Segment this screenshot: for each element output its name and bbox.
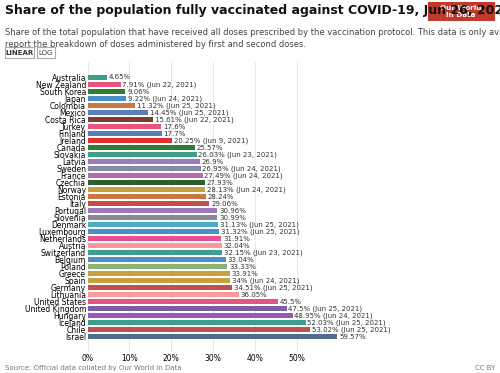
Text: 28.13% (Jun 24, 2021): 28.13% (Jun 24, 2021): [207, 186, 286, 193]
Text: 30.96%: 30.96%: [219, 207, 246, 213]
Text: 7.91% (Jun 22, 2021): 7.91% (Jun 22, 2021): [122, 81, 196, 88]
Bar: [88, 222, 218, 227]
Bar: [88, 236, 222, 241]
Bar: [88, 110, 148, 115]
Text: 28.24%: 28.24%: [208, 194, 234, 200]
Bar: [88, 82, 120, 87]
Text: Source: Official data collated by Our World in Data: Source: Official data collated by Our Wo…: [5, 365, 182, 371]
Text: 52.03% (Jun 25, 2021): 52.03% (Jun 25, 2021): [308, 319, 386, 326]
Text: 53.02% (Jun 25, 2021): 53.02% (Jun 25, 2021): [312, 326, 390, 333]
Bar: [88, 257, 226, 262]
Bar: [88, 306, 286, 311]
Bar: [88, 215, 218, 220]
Text: 27.49% (Jun 24, 2021): 27.49% (Jun 24, 2021): [204, 172, 283, 179]
Text: 48.95% (Jun 24, 2021): 48.95% (Jun 24, 2021): [294, 312, 373, 319]
Text: 32.15% (Jun 23, 2021): 32.15% (Jun 23, 2021): [224, 249, 303, 256]
Bar: [88, 75, 107, 80]
Text: 20.25% (Jun 9, 2021): 20.25% (Jun 9, 2021): [174, 137, 248, 144]
Text: 26.9%: 26.9%: [202, 159, 224, 164]
Text: LINEAR: LINEAR: [6, 50, 34, 56]
Text: 25.57%: 25.57%: [196, 144, 223, 151]
Bar: [88, 243, 222, 248]
Bar: [88, 180, 204, 185]
Text: 9.06%: 9.06%: [127, 88, 150, 94]
Text: 26.03% (Jun 23, 2021): 26.03% (Jun 23, 2021): [198, 151, 277, 158]
Text: Our World
in Data: Our World in Data: [440, 5, 482, 18]
Bar: [88, 159, 200, 164]
Bar: [88, 334, 338, 339]
Text: 31.91%: 31.91%: [223, 235, 250, 242]
Bar: [88, 138, 172, 143]
Text: 33.33%: 33.33%: [229, 263, 256, 270]
Bar: [88, 173, 203, 178]
Text: 32.04%: 32.04%: [224, 242, 250, 248]
Bar: [88, 201, 210, 206]
Text: Share of the population fully vaccinated against COVID-19, Jun 26, 2021: Share of the population fully vaccinated…: [5, 4, 500, 17]
Bar: [88, 96, 126, 101]
Bar: [88, 131, 162, 136]
Bar: [88, 89, 126, 94]
Text: 17.6%: 17.6%: [163, 123, 186, 129]
Text: LOG: LOG: [38, 50, 53, 56]
Text: Share of the total population that have received all doses prescribed by the vac: Share of the total population that have …: [5, 28, 500, 49]
Text: 29.06%: 29.06%: [211, 201, 238, 207]
Bar: [88, 278, 230, 283]
Text: 31.32% (Jun 25, 2021): 31.32% (Jun 25, 2021): [220, 228, 300, 235]
Text: CC BY: CC BY: [474, 365, 495, 371]
Bar: [88, 194, 206, 199]
Bar: [88, 124, 162, 129]
Bar: [88, 250, 222, 255]
Bar: [88, 271, 230, 276]
Bar: [88, 145, 194, 150]
Bar: [88, 313, 293, 318]
Text: 47.5% (Jun 25, 2021): 47.5% (Jun 25, 2021): [288, 305, 362, 312]
Text: 34% (Jun 24, 2021): 34% (Jun 24, 2021): [232, 277, 300, 284]
Bar: [88, 285, 232, 290]
Text: 31.13% (Jun 25, 2021): 31.13% (Jun 25, 2021): [220, 221, 298, 228]
Text: 59.57%: 59.57%: [339, 333, 365, 339]
Bar: [88, 299, 278, 304]
Text: 45.5%: 45.5%: [280, 298, 302, 304]
Bar: [88, 166, 200, 171]
Text: 14.45% (Jun 25, 2021): 14.45% (Jun 25, 2021): [150, 109, 228, 116]
Text: 9.22% (Jun 24, 2021): 9.22% (Jun 24, 2021): [128, 95, 202, 102]
Bar: [88, 187, 206, 192]
Bar: [88, 103, 135, 108]
Text: 11.32% (Jun 25, 2021): 11.32% (Jun 25, 2021): [136, 102, 216, 109]
Text: 15.61% (Jun 22, 2021): 15.61% (Jun 22, 2021): [154, 116, 234, 123]
Text: 36.05%: 36.05%: [240, 292, 267, 298]
Bar: [88, 208, 218, 213]
Bar: [88, 152, 196, 157]
Bar: [88, 264, 228, 269]
Text: 34.51% (Jun 25, 2021): 34.51% (Jun 25, 2021): [234, 284, 312, 291]
Text: 4.65%: 4.65%: [108, 75, 131, 81]
Bar: [88, 320, 306, 325]
Text: 17.7%: 17.7%: [164, 131, 186, 137]
Bar: [88, 327, 310, 332]
Bar: [88, 117, 153, 122]
Text: 27.93%: 27.93%: [206, 179, 233, 185]
Text: 33.91%: 33.91%: [232, 270, 258, 276]
Bar: [88, 292, 238, 297]
Text: 26.95% (Jun 24, 2021): 26.95% (Jun 24, 2021): [202, 165, 281, 172]
Text: 33.04%: 33.04%: [228, 257, 254, 263]
Bar: [88, 229, 219, 234]
Text: 30.99%: 30.99%: [219, 214, 246, 220]
